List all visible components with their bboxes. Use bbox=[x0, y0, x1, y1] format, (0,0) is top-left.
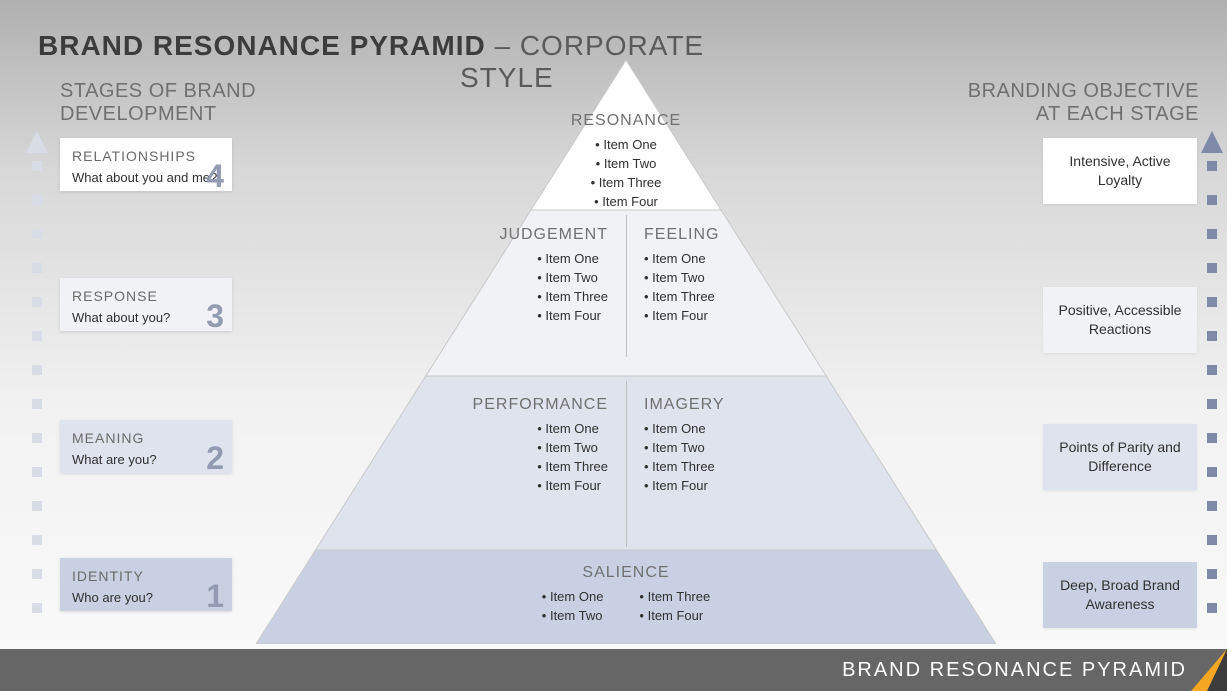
level-left: PERFORMANCE Item OneItem TwoItem ThreeIte… bbox=[256, 396, 626, 495]
level-title-left: JUDGEMENT bbox=[256, 226, 608, 244]
stage-number: 2 bbox=[206, 440, 224, 477]
stage-question: Who are you? bbox=[72, 590, 220, 605]
footer-accent-dark-icon bbox=[1207, 649, 1227, 691]
footer-bar: BRAND RESONANCE PYRAMID bbox=[0, 649, 1227, 691]
level-left: JUDGEMENT Item OneItem TwoItem ThreeItem … bbox=[256, 226, 626, 325]
level-items-left: Item OneItem TwoItem ThreeItem Four bbox=[537, 420, 608, 495]
slide-title: BRAND RESONANCE PYRAMID – CORPORATE bbox=[38, 30, 704, 62]
objective-card-1: Deep, Broad Brand Awareness bbox=[1043, 562, 1197, 628]
slide-title-rest: – CORPORATE bbox=[486, 30, 704, 61]
stage-label: MEANING bbox=[72, 430, 220, 446]
left-column-heading: STAGES OF BRAND DEVELOPMENT bbox=[60, 80, 280, 126]
level-title: SALIENCE bbox=[256, 564, 996, 582]
level-title-left: PERFORMANCE bbox=[256, 396, 608, 414]
level-right: IMAGERY Item OneItem TwoItem ThreeItem Fo… bbox=[626, 396, 996, 495]
objective-card-3: Positive, Accessible Reactions bbox=[1043, 287, 1197, 353]
pyramid-level-3: JUDGEMENT Item OneItem TwoItem ThreeItem … bbox=[256, 226, 996, 325]
footer-text: BRAND RESONANCE PYRAMID bbox=[842, 659, 1187, 682]
pyramid-level-2: PERFORMANCE Item OneItem TwoItem ThreeIte… bbox=[256, 396, 996, 495]
stage-question: What are you? bbox=[72, 452, 220, 467]
level-items: Item OneItem TwoItem ThreeItem Four bbox=[256, 136, 996, 211]
stage-card-2: MEANINGWhat are you?2 bbox=[60, 420, 232, 473]
level-items-right: Item OneItem TwoItem ThreeItem Four bbox=[644, 420, 715, 495]
level-items-col2: Item ThreeItem Four bbox=[639, 588, 710, 626]
stage-question: What about you and me? bbox=[72, 170, 220, 185]
objective-card-2: Points of Parity and Difference bbox=[1043, 424, 1197, 490]
slide-title-bold: BRAND RESONANCE PYRAMID bbox=[38, 30, 486, 61]
stage-card-1: IDENTITYWho are you?1 bbox=[60, 558, 232, 611]
level-title-right: IMAGERY bbox=[644, 396, 996, 414]
stage-card-4: RELATIONSHIPSWhat about you and me?4 bbox=[60, 138, 232, 191]
objective-card-4: Intensive, Active Loyalty bbox=[1043, 138, 1197, 204]
stage-label: IDENTITY bbox=[72, 568, 220, 584]
pyramid-level-4: RESONANCE Item OneItem TwoItem ThreeItem … bbox=[256, 112, 996, 211]
right-arrow-icon bbox=[1201, 131, 1223, 631]
level-right: FEELING Item OneItem TwoItem ThreeItem Fo… bbox=[626, 226, 996, 325]
level-items-col1: Item OneItem Two bbox=[542, 588, 604, 626]
stage-label: RESPONSE bbox=[72, 288, 220, 304]
level-items-right: Item OneItem TwoItem ThreeItem Four bbox=[644, 250, 715, 325]
level-items-left: Item OneItem TwoItem ThreeItem Four bbox=[537, 250, 608, 325]
level-title-right: FEELING bbox=[644, 226, 996, 244]
stage-number: 4 bbox=[206, 158, 224, 195]
stage-label: RELATIONSHIPS bbox=[72, 148, 220, 164]
level-title: RESONANCE bbox=[256, 112, 996, 130]
pyramid-level-1: SALIENCE Item OneItem Two Item ThreeItem F… bbox=[256, 564, 996, 626]
pyramid-diagram: RESONANCEItem OneItem TwoItem ThreeItem … bbox=[256, 60, 996, 644]
stage-number: 1 bbox=[206, 578, 224, 615]
stage-card-3: RESPONSEWhat about you?3 bbox=[60, 278, 232, 331]
stage-number: 3 bbox=[206, 298, 224, 335]
left-arrow-icon bbox=[26, 131, 48, 631]
stage-question: What about you? bbox=[72, 310, 220, 325]
